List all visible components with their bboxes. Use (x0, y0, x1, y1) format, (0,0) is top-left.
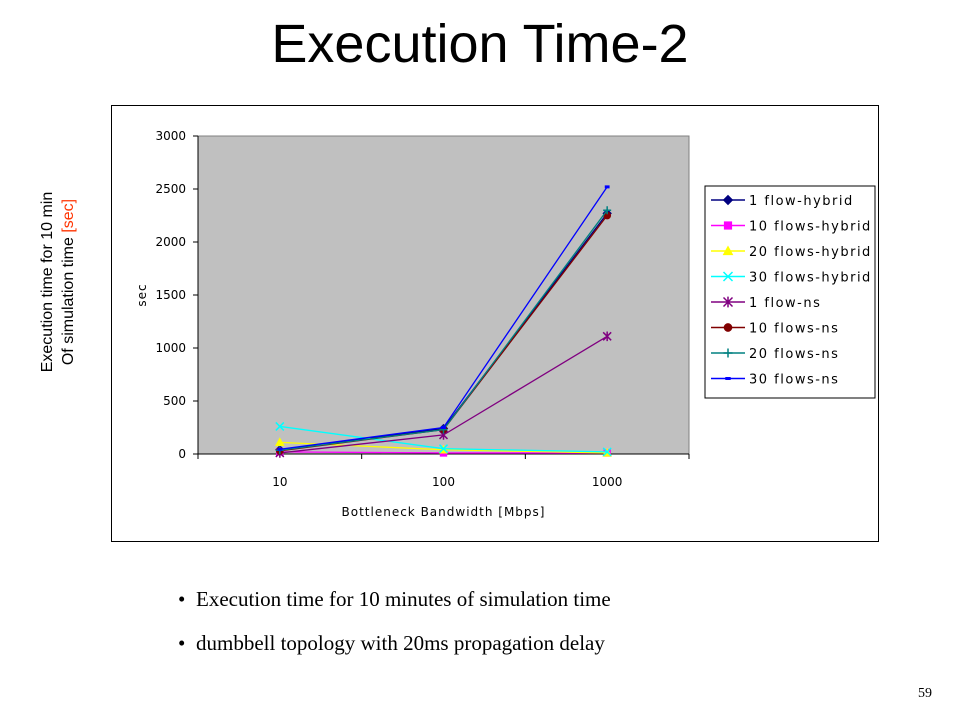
page-number: 59 (918, 686, 932, 701)
legend-entry-label: 20 flows-ns (749, 347, 839, 362)
bullet-item: • dumbbell topology with 20ms propagation… (178, 628, 611, 658)
legend-entry-label: 10 flows-ns (749, 322, 839, 337)
side-label-text: Of simulation time (60, 232, 77, 366)
legend-swatch-marker (725, 377, 731, 380)
legend-entry-label: 10 flows-hybrid (749, 220, 872, 235)
side-label-line2: Of simulation time [sec] (58, 192, 79, 373)
y-tick-label: 1500 (155, 288, 186, 302)
legend-entry-label: 30 flows-hybrid (749, 271, 872, 286)
data-point-marker (603, 206, 612, 215)
x-axis-title: Bottleneck Bandwidth [Mbps] (342, 505, 546, 519)
legend-entry-label: 30 flows-ns (749, 373, 839, 388)
bullet-text: Execution time for 10 minutes of simulat… (196, 587, 611, 611)
y-tick-label: 1000 (155, 341, 186, 355)
legend-swatch-marker (723, 348, 733, 358)
legend-swatch-marker (723, 323, 733, 332)
data-point-marker (604, 185, 610, 189)
legend-entry-label: 1 flow-hybrid (749, 194, 854, 209)
bullet-item: • Execution time for 10 minutes of simula… (178, 584, 611, 614)
y-tick-label: 2000 (155, 235, 186, 249)
legend-box (704, 185, 876, 399)
bullet-text: dumbbell topology with 20ms propagation … (196, 631, 605, 655)
data-point-marker (441, 426, 446, 429)
y-tick-label: 3000 (155, 129, 186, 143)
bullet-glyph: • (178, 587, 186, 611)
legend-swatch-marker (722, 296, 734, 308)
y-tick-label: 2500 (155, 182, 186, 196)
x-tick-label: 100 (432, 475, 455, 489)
legend-swatch-marker (723, 221, 733, 230)
data-point-marker (602, 331, 612, 342)
data-point-marker (274, 437, 285, 447)
y-axis-title: sec (135, 283, 149, 306)
y-tick-label: 500 (163, 394, 186, 408)
legend-swatch-marker (722, 271, 734, 282)
plot-area (197, 135, 690, 455)
side-label-unit: [sec] (60, 198, 77, 233)
legend-swatch-marker (722, 245, 734, 256)
data-point-marker (438, 444, 449, 454)
legend-entry-label: 1 flow-ns (749, 296, 821, 311)
chart-area: 0 500 1000 1500 2000 2500 3000 10 100 1000 Bottlen… (111, 105, 879, 542)
data-point-marker (277, 447, 283, 451)
legend-entry-label: 20 flows-hybrid (749, 245, 872, 260)
line-chart: 0 500 1000 1500 2000 2500 3000 10 100 1000 Bottlen… (135, 129, 876, 519)
legend-swatch-marker (722, 194, 734, 206)
x-tick-label: 1000 (592, 475, 623, 489)
data-point-marker (275, 421, 285, 431)
data-point-marker (602, 447, 612, 457)
side-label-line1: Execution time for 10 min (39, 191, 56, 373)
y-tick-label: 0 (178, 447, 186, 461)
bullet-glyph: • (178, 631, 186, 655)
bullet-list: • Execution time for 10 minutes of simula… (178, 584, 611, 672)
slide-title: Execution Time-2 (271, 14, 689, 74)
x-tick-label: 10 (272, 475, 287, 489)
